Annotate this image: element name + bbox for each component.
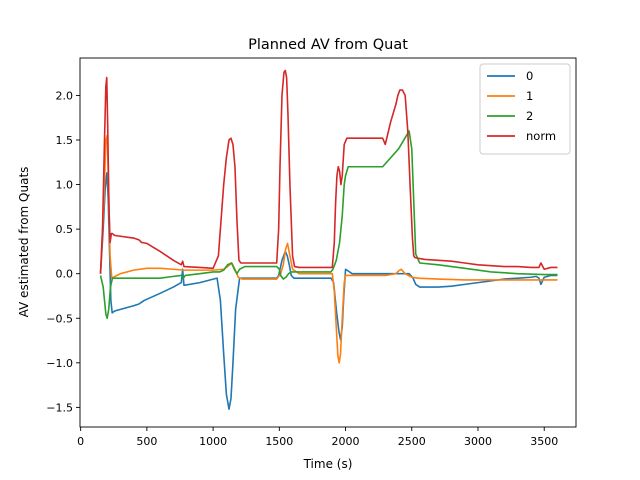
legend-box [479,63,571,155]
legend-label-2: 2 [526,109,533,123]
series-layer [99,69,558,410]
x-tick-label: 500 [136,435,157,448]
y-tick-label: −0.5 [46,312,73,325]
x-tick-label: 1000 [199,435,227,448]
series-line-1 [99,134,558,364]
x-tick-label: 0 [77,435,84,448]
x-tick-label: 2500 [398,435,426,448]
x-tick-label: 3500 [530,435,558,448]
y-tick-label: 1.5 [56,134,74,147]
legend-label-1: 1 [526,89,533,103]
y-tick-label: −1.0 [46,357,73,370]
legend-label-0: 0 [526,69,533,83]
x-tick-label: 3000 [464,435,492,448]
x-axis-label: Time (s) [303,457,353,471]
legend-label-norm: norm [526,129,556,143]
y-axis-ticks: −1.5 −1.0 −0.5 0.0 0.5 1.0 1.5 2.0 [46,89,80,414]
x-axis-ticks: 0 500 1000 1500 2000 2500 3000 3500 [77,427,558,448]
x-tick-label: 1500 [265,435,293,448]
y-tick-label: 0.0 [56,268,74,281]
series-line-norm [99,69,558,274]
x-tick-label: 2000 [332,435,360,448]
plot-area [79,57,577,428]
y-tick-label: 1.0 [56,179,74,192]
axes-frame [79,57,577,428]
chart-title: Planned AV from Quat [248,37,408,53]
y-tick-label: 0.5 [56,223,74,236]
y-axis-label: AV estimated from Quats [17,167,31,318]
series-line-0 [99,172,558,410]
y-tick-label: −1.5 [46,401,73,414]
legend: 0 1 2 norm [479,63,571,155]
y-tick-label: 2.0 [56,89,74,102]
